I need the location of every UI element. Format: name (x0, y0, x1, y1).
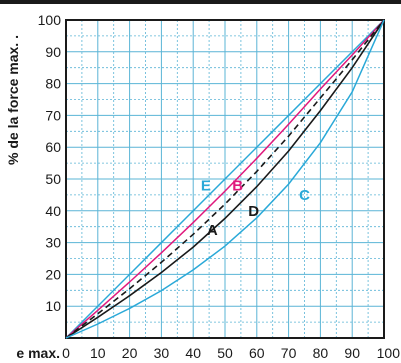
x-tick-label: 10 (90, 345, 106, 361)
x-tick-label: 90 (344, 345, 360, 361)
series-line-a (65, 19, 385, 339)
curve-label-b: B (232, 177, 243, 194)
curve-label-d: D (248, 203, 259, 220)
x-tick-label: 80 (313, 345, 329, 361)
x-tick-label: 40 (185, 345, 201, 361)
y-axis-title: % de la force max. . (5, 35, 21, 165)
x-tick-label: 30 (154, 345, 170, 361)
series-group (65, 19, 385, 339)
grid (66, 20, 384, 338)
y-tick-label: 60 (45, 139, 61, 155)
x-tick-label: 100 (377, 345, 401, 361)
x-tick-label: 50 (217, 345, 233, 361)
y-tick-label: 90 (45, 44, 61, 60)
y-tick-labels: 10 20 30 40 50 60 70 80 90 100 (38, 12, 62, 314)
series-line-b (65, 19, 385, 339)
x-tick-label: 20 (122, 345, 138, 361)
series-line-c (65, 19, 385, 339)
y-tick-label: 20 (45, 266, 61, 282)
y-tick-label: 30 (45, 235, 61, 251)
y-tick-label: 50 (45, 171, 61, 187)
x-tick-label: 60 (249, 345, 265, 361)
y-tick-label: 80 (45, 76, 61, 92)
curve-label-e: E (201, 177, 211, 194)
series-line-e (65, 19, 385, 339)
y-tick-label: 100 (38, 12, 62, 28)
curve-label-c: C (299, 187, 310, 204)
curve-labels: E BD A C (201, 177, 310, 239)
x-tick-label: 0 (62, 345, 70, 361)
x-tick-label: 70 (281, 345, 297, 361)
y-tick-label: 70 (45, 107, 61, 123)
curve-label-a: A (207, 222, 218, 239)
y-tick-label: 40 (45, 203, 61, 219)
plot-frame (65, 19, 385, 339)
y-tick-label: 10 (45, 298, 61, 314)
x-tick-labels: 0 10 20 30 40 50 60 70 80 90 100 (62, 345, 400, 361)
x-axis-title: e max. (16, 345, 60, 361)
